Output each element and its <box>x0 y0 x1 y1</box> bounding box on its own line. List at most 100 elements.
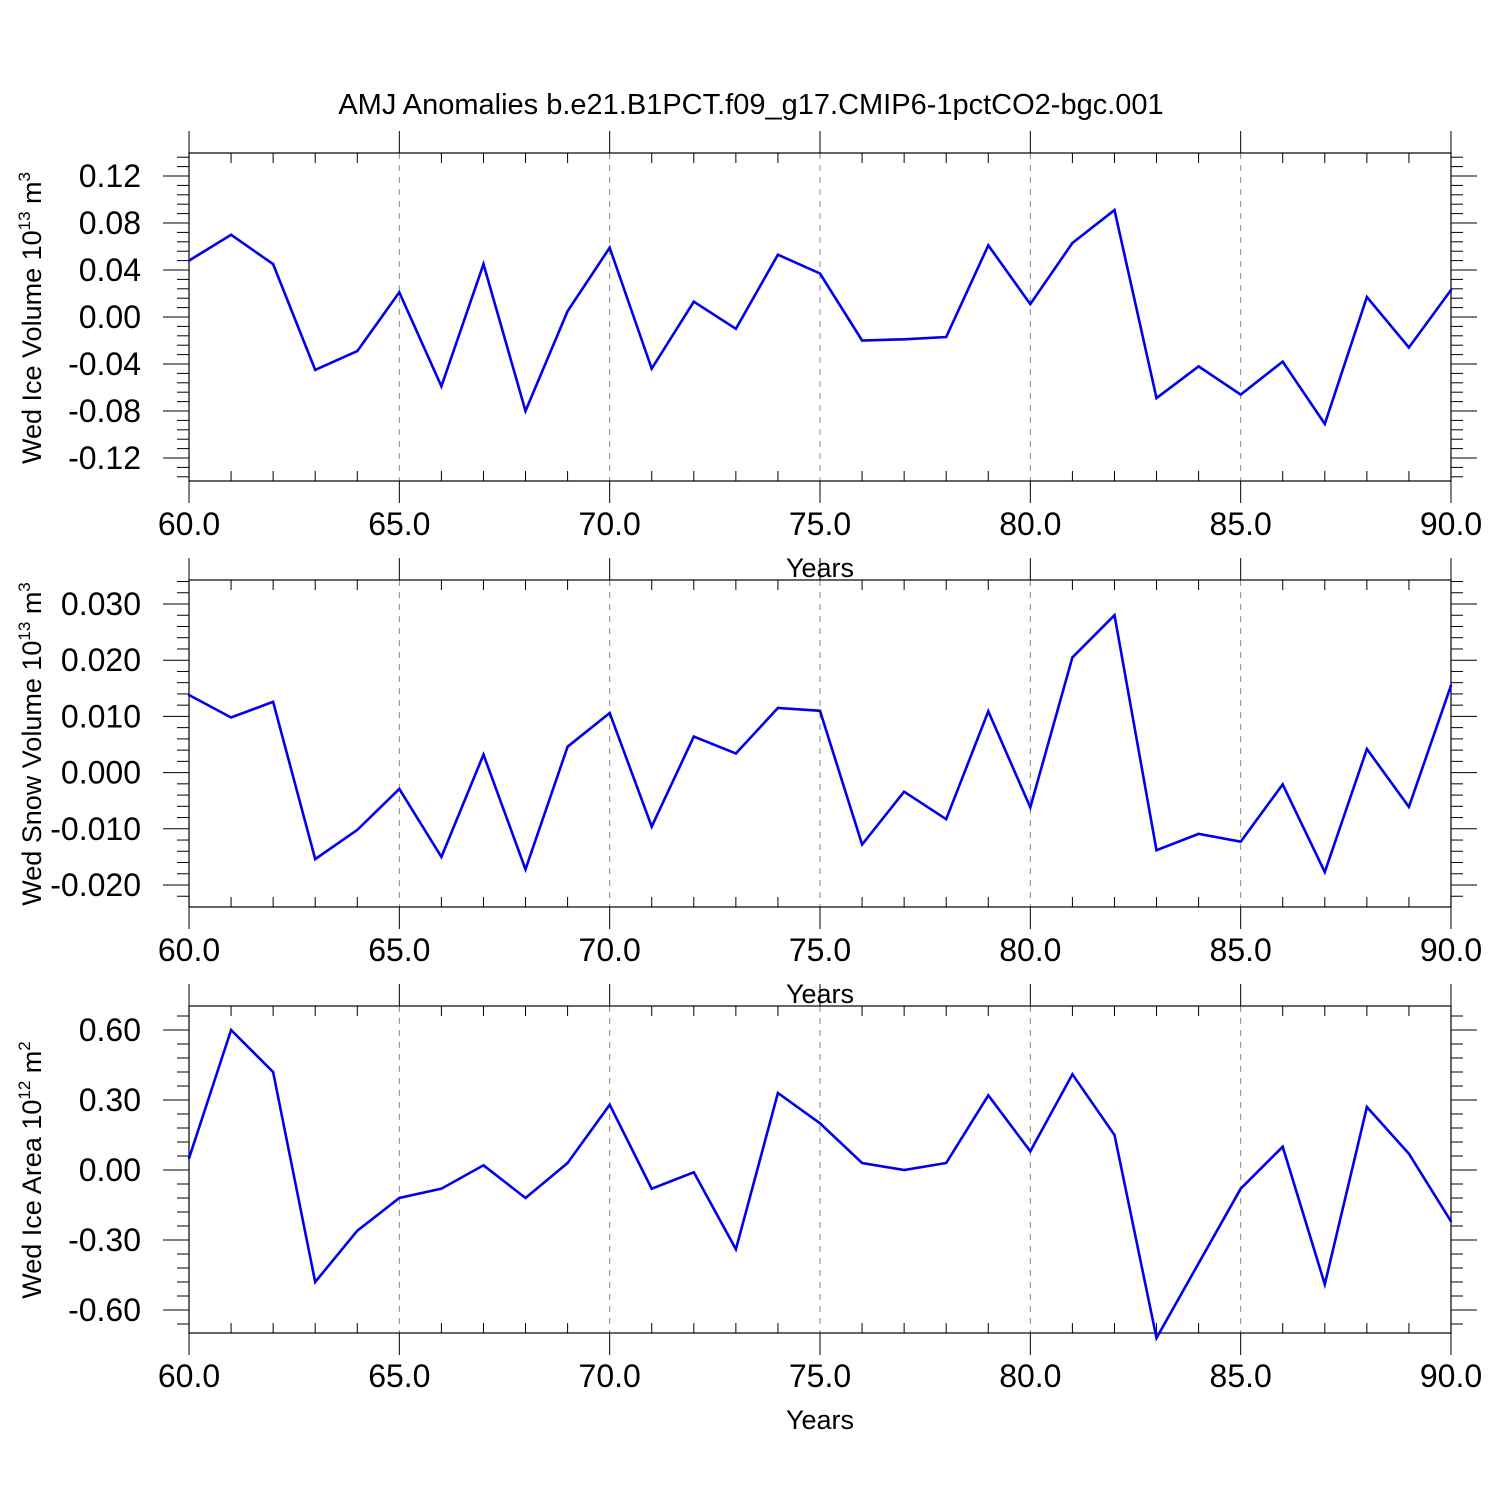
y-tick-label: 0.00 <box>79 299 141 335</box>
data-point <box>1239 840 1242 843</box>
data-point <box>818 709 822 712</box>
x-tick-label: 80.0 <box>999 932 1061 968</box>
data-point <box>566 309 569 313</box>
data-point <box>482 1164 485 1167</box>
y-tick-label: 0.60 <box>79 1012 141 1048</box>
data-point <box>1029 1150 1032 1153</box>
data-point <box>608 246 611 249</box>
data-point <box>187 1157 191 1160</box>
plot-frame <box>188 579 1452 908</box>
y-tick-label: -0.010 <box>50 811 141 847</box>
data-point <box>734 752 738 755</box>
data-point <box>902 338 906 341</box>
y-tick-label: -0.60 <box>68 1292 141 1328</box>
data-point <box>229 1028 233 1032</box>
data-point <box>945 1161 948 1165</box>
data-point <box>1029 806 1032 809</box>
data-point <box>860 1161 864 1165</box>
y-axis-label-text: Wed Ice Area 10 <box>17 1100 47 1299</box>
y-axis-label-unit: m <box>17 592 47 622</box>
x-tick-label: 65.0 <box>368 506 430 542</box>
x-tick-label: 75.0 <box>789 1358 851 1394</box>
y-tick-label: 0.30 <box>79 1082 141 1118</box>
data-point <box>776 1091 780 1095</box>
data-point <box>987 1094 990 1097</box>
data-point <box>1281 783 1284 786</box>
data-point <box>1155 848 1158 852</box>
x-tick-label: 70.0 <box>579 1358 641 1394</box>
data-point <box>229 716 233 719</box>
data-point <box>271 1070 275 1074</box>
x-tick-label: 90.0 <box>1420 506 1482 542</box>
y-axis-label-exponent: 12 <box>15 1081 34 1100</box>
y-tick-label: -0.30 <box>68 1222 141 1258</box>
y-axis-label-unit-exponent: 3 <box>15 582 34 591</box>
y-axis-label-exponent: 13 <box>15 622 34 641</box>
data-point <box>860 339 864 342</box>
data-point <box>314 368 317 372</box>
y-axis-label-text: Wed Snow Volume 10 <box>17 641 47 906</box>
data-point <box>902 790 906 793</box>
data-point <box>692 1171 695 1174</box>
data-point <box>1407 805 1411 809</box>
data-point <box>314 857 317 861</box>
data-point <box>1197 1262 1200 1265</box>
chart-panel-3: 0.60 0.30 0.00 -0.30 -0.60 60.0 65.0 70.0 75.0 80… <box>15 984 1482 1435</box>
data-point <box>1071 656 1074 659</box>
data-point <box>187 259 191 262</box>
data-point <box>776 253 780 256</box>
data-point <box>1071 1073 1074 1076</box>
data-point <box>650 367 653 370</box>
data-point <box>1449 1220 1453 1223</box>
x-tick-label: 80.0 <box>999 506 1061 542</box>
panels: 0.12 0.08 0.04 0.00 -0.04 -0.08 -0.12 60.0 65.0 7… <box>15 131 1482 1435</box>
y-tick-label: -0.12 <box>68 440 141 476</box>
x-tick-label: 90.0 <box>1420 1358 1482 1394</box>
chart-panel-1: 0.12 0.08 0.04 0.00 -0.04 -0.08 -0.12 60.0 65.0 7… <box>15 131 1482 583</box>
y-tick-label: -0.020 <box>50 867 141 903</box>
data-point <box>987 710 990 713</box>
chart-panel-2: 0.030 0.020 0.010 0.000 -0.010 -0.020 60.0 65.0… <box>15 558 1482 1009</box>
data-point <box>1449 684 1453 687</box>
data-point <box>1155 396 1158 400</box>
data-point <box>650 825 653 828</box>
data-point <box>818 1122 822 1125</box>
data-point <box>1323 422 1327 426</box>
data-point <box>945 818 948 821</box>
data-point <box>566 745 569 748</box>
x-tick-label: 60.0 <box>158 932 220 968</box>
y-tick-label: 0.00 <box>79 1152 141 1188</box>
data-point <box>734 327 738 330</box>
y-tick-label: 0.08 <box>79 205 141 241</box>
data-point <box>608 1103 611 1106</box>
data-point <box>945 335 948 339</box>
plot-frame <box>188 152 1452 482</box>
data-point <box>229 233 233 236</box>
y-tick-label: 0.000 <box>61 755 141 791</box>
data-point <box>1197 832 1200 836</box>
data-point <box>398 1196 401 1200</box>
x-tick-label: 90.0 <box>1420 932 1482 968</box>
data-point <box>1323 1283 1327 1286</box>
data-point <box>440 385 443 388</box>
data-point <box>1365 747 1369 751</box>
data-point <box>356 349 359 353</box>
x-tick-label: 85.0 <box>1210 1358 1272 1394</box>
data-point <box>1071 241 1074 245</box>
data-point <box>398 291 401 294</box>
data-point <box>650 1187 653 1190</box>
x-tick-label: 65.0 <box>368 1358 430 1394</box>
y-tick-label: -0.08 <box>68 393 141 429</box>
x-tick-label: 60.0 <box>158 506 220 542</box>
data-point <box>482 753 485 756</box>
data-point <box>818 272 822 275</box>
data-point <box>1323 870 1327 874</box>
x-tick-label: 70.0 <box>579 506 641 542</box>
data-point <box>734 1248 738 1251</box>
data-point <box>776 706 780 710</box>
y-tick-label: 0.010 <box>61 698 141 734</box>
data-point <box>314 1280 317 1284</box>
data-point <box>524 1196 527 1200</box>
y-axis-label-unit-exponent: 3 <box>15 172 34 181</box>
